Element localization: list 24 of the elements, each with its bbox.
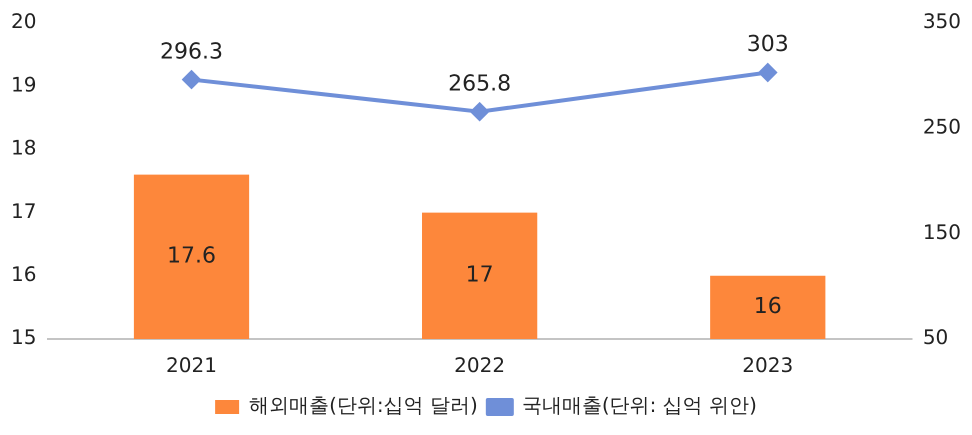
legend-label: 해외매출(단위:십억 달러): [249, 393, 478, 418]
y2-tick-label: 150: [922, 220, 962, 244]
data-label: 17: [466, 262, 494, 288]
y2-tick-label: 350: [922, 9, 962, 34]
point: [182, 70, 201, 89]
x-tick-label: 2023: [742, 353, 794, 378]
data-label: 265.8: [448, 71, 512, 96]
data-label: 17.6: [167, 244, 216, 269]
point: [470, 102, 489, 121]
y-tick-label: 16: [10, 262, 36, 286]
data-label: 303: [746, 32, 789, 58]
y-tick-label: 19: [10, 72, 36, 96]
x-tick-label: 2022: [454, 353, 506, 378]
y-tick-label: 20: [10, 9, 36, 34]
y-tick-label: 18: [10, 136, 36, 160]
x-tick-label: 2021: [166, 353, 217, 378]
y2-tick-label: 50: [922, 325, 948, 350]
legend-label: 국내매출(단위: 십억 위안): [522, 393, 757, 418]
point: [758, 64, 777, 82]
y2-tick-label: 250: [922, 114, 962, 139]
data-label: 296.3: [160, 39, 224, 64]
y-tick-label: 15: [10, 325, 36, 350]
y-tick-label: 17: [10, 198, 36, 223]
data-label: 16: [754, 294, 782, 320]
